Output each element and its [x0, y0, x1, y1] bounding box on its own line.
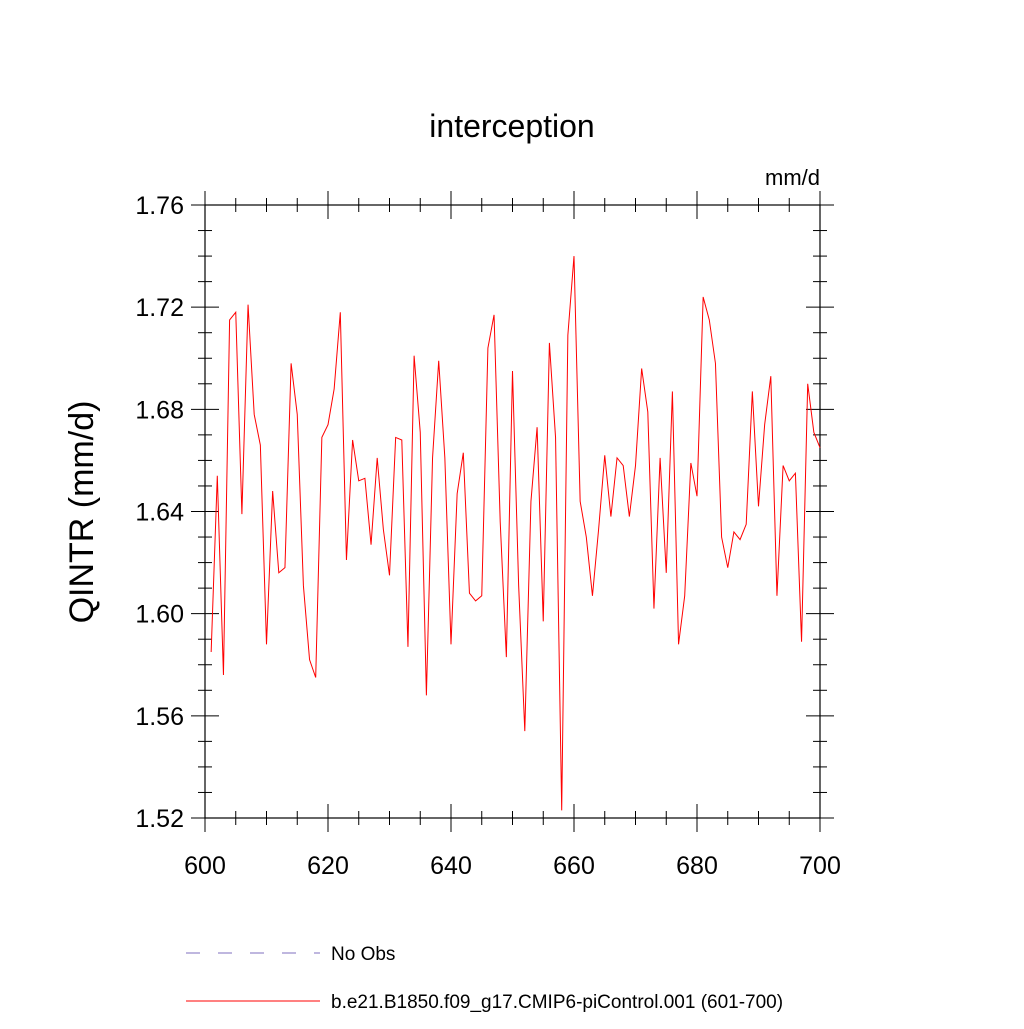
y-tick-label: 1.64 [135, 499, 184, 527]
y-tick-label: 1.76 [135, 192, 184, 220]
units-label: mm/d [765, 165, 820, 190]
y-tick-label: 1.68 [135, 396, 184, 424]
plot-frame [204, 204, 821, 819]
axes-layer: 1.52 1.56 1.60 1.64 1.68 1.72 1.76 600 620 640 660… [135, 191, 841, 880]
chart-title: interception [429, 108, 594, 144]
legend: No Obs b.e21.B1850.f09_g17.CMIP6-piContro… [186, 944, 783, 1013]
series-line [210, 256, 821, 811]
x-tick-label: 700 [799, 852, 841, 880]
y-tick-label: 1.52 [135, 805, 184, 833]
y-tick-label: 1.72 [135, 294, 184, 322]
x-tick-label: 640 [430, 852, 472, 880]
y-tick-label: 1.60 [135, 601, 184, 629]
series-layer [210, 256, 821, 811]
x-tick-label: 660 [553, 852, 595, 880]
y-tick-label: 1.56 [135, 703, 184, 731]
legend-label: b.e21.B1850.f09_g17.CMIP6-piControl.001 … [331, 992, 783, 1013]
y-axis-label: QINTR (mm/d) [63, 401, 101, 624]
x-tick-label: 620 [307, 852, 349, 880]
x-tick-label: 680 [676, 852, 718, 880]
x-tick-label: 600 [184, 852, 226, 880]
legend-label: No Obs [331, 944, 395, 965]
